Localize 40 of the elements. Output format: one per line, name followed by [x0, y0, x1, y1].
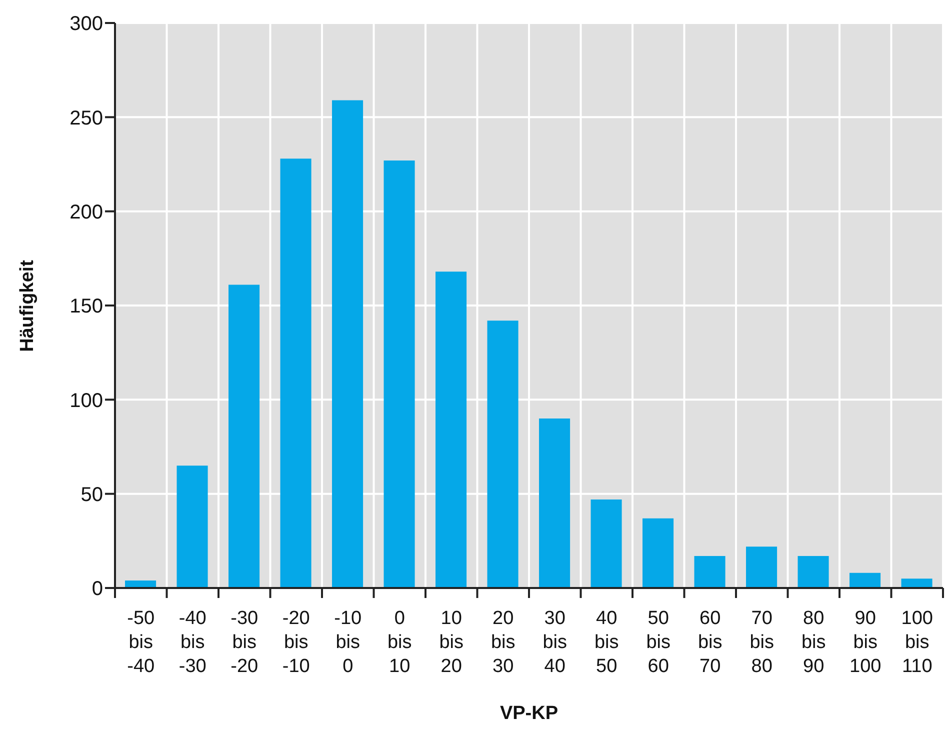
- bar: [746, 546, 778, 588]
- y-tick-label: 150: [70, 296, 103, 318]
- bar: [901, 578, 932, 588]
- bar: [642, 518, 674, 588]
- bar: [332, 100, 364, 588]
- y-tick-label: 0: [92, 578, 103, 600]
- x-tick-label: 90 bis 100: [850, 608, 882, 677]
- bar: [539, 418, 570, 588]
- x-axis-title: VP-KP: [498, 703, 560, 725]
- bar: [176, 466, 208, 588]
- x-tick-label: -20 bis -10: [282, 608, 310, 677]
- y-tick-label: 50: [80, 484, 103, 506]
- x-tick-label: -10 bis 0: [334, 608, 362, 677]
- y-tick-label: 300: [70, 13, 103, 36]
- y-tick-label: 200: [70, 201, 103, 224]
- y-tick-label: 250: [70, 107, 103, 130]
- bar: [487, 320, 518, 588]
- x-tick-label: -40 bis -30: [178, 608, 206, 677]
- x-tick-label: 0 bis 10: [387, 608, 412, 677]
- x-tick-label: 80 bis 90: [801, 608, 826, 677]
- bar: [280, 158, 312, 588]
- x-tick-label: -50 bis -40: [127, 608, 155, 677]
- bar: [384, 160, 415, 588]
- bar: [590, 499, 622, 588]
- x-tick-label: 60 bis 70: [698, 608, 722, 677]
- bar: [798, 556, 829, 588]
- bar: [850, 572, 881, 588]
- x-tick-label: 100 bis 110: [901, 608, 933, 677]
- x-tick-label: 10 bis 20: [439, 608, 464, 677]
- bar: [228, 284, 260, 588]
- x-tick-label: 20 bis 30: [490, 608, 516, 677]
- y-axis-title: Häufigkeit: [17, 260, 39, 352]
- bar: [694, 556, 726, 588]
- x-tick-label: 50 bis 60: [646, 608, 671, 677]
- bar: [436, 272, 467, 588]
- x-tick-label: 30 bis 40: [542, 608, 568, 677]
- x-tick-label: 70 bis 80: [750, 608, 774, 677]
- x-tick-label: 40 bis 50: [594, 608, 619, 677]
- x-tick-label: -30 bis -20: [230, 608, 258, 677]
- y-tick-label: 100: [70, 390, 103, 412]
